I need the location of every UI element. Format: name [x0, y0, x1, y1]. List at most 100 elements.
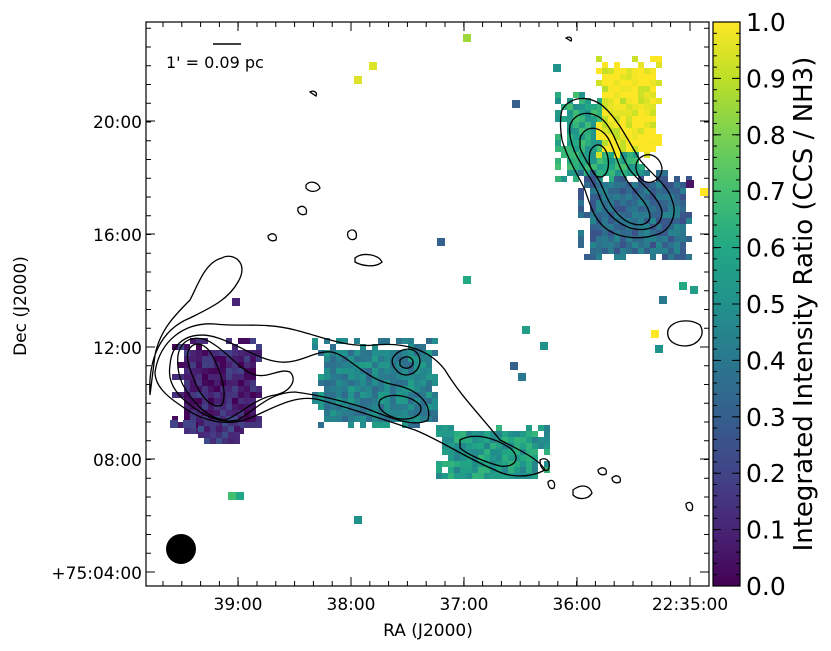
- ratio-pixel: [638, 146, 644, 152]
- ratio-pixel: [184, 380, 190, 386]
- ratio-pixel: [668, 218, 674, 224]
- ratio-pixel: [650, 140, 656, 146]
- ratio-pixel: [508, 461, 514, 467]
- ratio-pixel: [490, 449, 496, 455]
- ratio-pixel: [360, 398, 366, 404]
- ratio-pixel: [614, 236, 620, 242]
- ratio-pixel: [348, 422, 354, 428]
- ratio-pixel: [614, 62, 620, 68]
- ratio-pixel: [372, 380, 378, 386]
- ratio-pixel: [578, 212, 584, 218]
- ratio-pixel: [626, 68, 632, 74]
- ratio-pixel: [638, 248, 644, 254]
- ratio-pixel: [384, 362, 390, 368]
- ratio-pixel: [402, 338, 408, 344]
- ratio-pixel: [585, 98, 591, 104]
- ratio-pixel: [244, 356, 250, 362]
- ratio-pixel: [198, 420, 204, 426]
- ratio-pixel: [578, 188, 584, 194]
- ratio-pixel: [360, 416, 366, 422]
- ratio-pixel: [614, 104, 620, 110]
- ratio-pixel: [220, 350, 226, 356]
- ratio-pixel: [222, 438, 228, 444]
- ratio-pixel: [532, 455, 538, 461]
- ratio-pixel: [602, 116, 608, 122]
- ratio-pixel: [414, 416, 420, 422]
- ratio-pixel: [567, 110, 573, 116]
- ratio-pixel: [478, 449, 484, 455]
- ratio-pixel: [324, 416, 330, 422]
- ratio-pixel: [420, 398, 426, 404]
- ratio-pixel: [220, 374, 226, 380]
- ratio-pixel: [178, 422, 184, 428]
- ratio-pixel: [226, 338, 232, 344]
- ratio-pixel: [596, 56, 602, 62]
- ratio-pixel: [232, 422, 238, 428]
- ratio-pixel: [250, 368, 256, 374]
- ratio-pixel: [420, 386, 426, 392]
- ratio-pixel: [596, 212, 602, 218]
- ratio-pixel: [232, 356, 238, 362]
- ratio-pixel: [336, 392, 342, 398]
- ratio-pixel: [372, 422, 378, 428]
- ratio-pixel: [184, 362, 190, 368]
- ratio-pixel: [579, 140, 585, 146]
- ratio-pixel: [354, 386, 360, 392]
- ratio-pixel: [396, 350, 402, 356]
- ratio-pixel: [184, 392, 190, 398]
- ratio-pixel: [538, 425, 544, 431]
- ratio-pixel: [222, 432, 228, 438]
- ratio-pixel: [590, 218, 596, 224]
- ratio-pixel: [602, 104, 608, 110]
- ratio-pixel: [638, 218, 644, 224]
- ratio-pixel: [639, 170, 645, 176]
- ratio-pixel: [354, 368, 360, 374]
- ratio-pixel: [644, 200, 650, 206]
- ratio-pixel: [656, 56, 662, 62]
- ratio-pixel: [256, 386, 262, 392]
- ratio-pixel: [396, 374, 402, 380]
- ratio-pixel: [336, 362, 342, 368]
- ratio-pixel: [650, 92, 656, 98]
- ratio-pixel: [460, 443, 466, 449]
- ratio-pixel: [656, 98, 662, 104]
- ratio-pixel: [484, 467, 490, 473]
- ratio-pixel: [579, 92, 585, 98]
- ratio-pixel: [650, 122, 656, 128]
- ratio-pixel: [626, 200, 632, 206]
- ratio-pixel: [202, 350, 208, 356]
- ratio-pixel: [620, 104, 626, 110]
- ratio-pixel: [626, 86, 632, 92]
- colorbar-tick-label: 1.0: [746, 8, 786, 37]
- ratio-pixel: [532, 437, 538, 443]
- ratio-pixel: [408, 416, 414, 422]
- ratio-pixel: [614, 116, 620, 122]
- ratio-pixel: [626, 116, 632, 122]
- ratio-pixel: [596, 80, 602, 86]
- ratio-pixel: [214, 386, 220, 392]
- ratio-pixel: [614, 212, 620, 218]
- ratio-pixel: [454, 449, 460, 455]
- ratio-pixel: [638, 68, 644, 74]
- ratio-pixel: [178, 362, 184, 368]
- ratio-pixel: [573, 164, 579, 170]
- ratio-pixel: [432, 338, 438, 344]
- ratio-pixel: [632, 74, 638, 80]
- ratio-pixel: [436, 431, 442, 437]
- ratio-pixel: [420, 368, 426, 374]
- ratio-pixel: [638, 134, 644, 140]
- ratio-pixel: [222, 426, 228, 432]
- ratio-pixel: [496, 455, 502, 461]
- ratio-pixel: [680, 230, 686, 236]
- ratio-pixel: [366, 350, 372, 356]
- ratio-pixel: [608, 206, 614, 212]
- ratio-pixel: [668, 182, 674, 188]
- ratio-pixel: [208, 356, 214, 362]
- ratio-pixel: [662, 230, 668, 236]
- ratio-pixel: [196, 362, 202, 368]
- ratio-pixel: [579, 116, 585, 122]
- ratio-pixel: [420, 416, 426, 422]
- ratio-pixel: [650, 200, 656, 206]
- ratio-pixel: [526, 425, 532, 431]
- ratio-pixel: [579, 134, 585, 140]
